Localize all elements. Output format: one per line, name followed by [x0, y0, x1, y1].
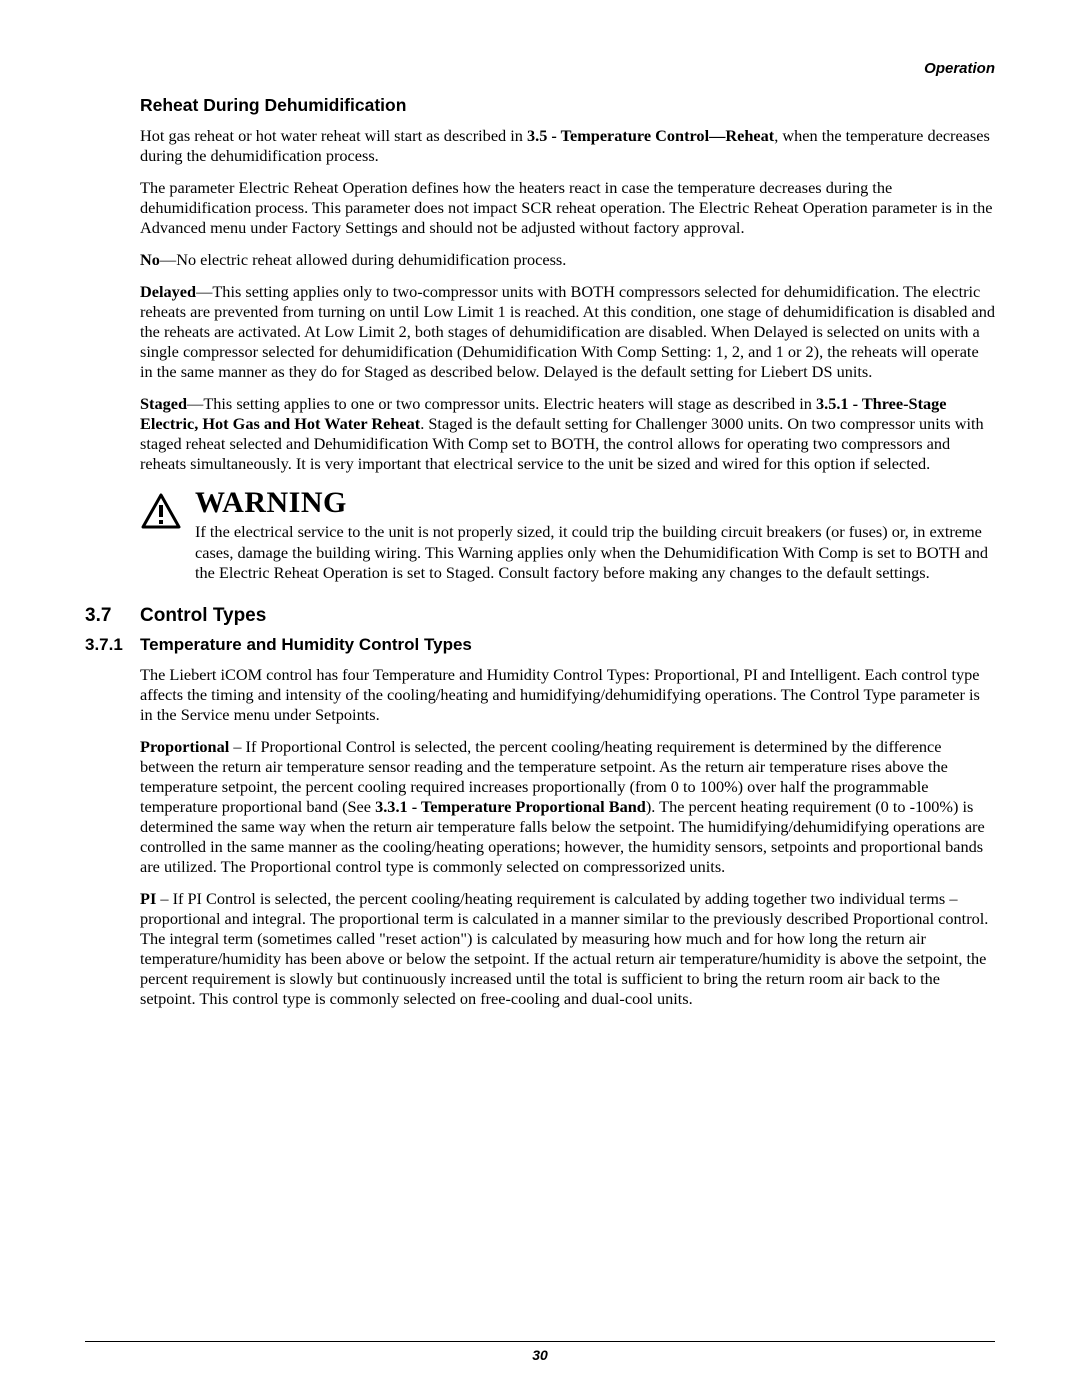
document-page: Operation Reheat During Dehumidification…	[0, 0, 1080, 1397]
option-label-pi: PI	[140, 889, 156, 908]
subsection-title: Temperature and Humidity Control Types	[140, 635, 472, 655]
warning-triangle-icon	[140, 492, 182, 530]
para-control-types-intro: The Liebert iCOM control has four Temper…	[140, 665, 995, 725]
running-head: Operation	[85, 60, 995, 77]
page-number: 30	[0, 1347, 1080, 1363]
option-label-proportional: Proportional	[140, 737, 229, 756]
para-hot-gas-reheat: Hot gas reheat or hot water reheat will …	[140, 126, 995, 166]
content-body: Reheat During Dehumidification Hot gas r…	[140, 95, 995, 583]
option-label-staged: Staged	[140, 394, 187, 413]
xref-3-3-1: 3.3.1 - Temperature Proportional Band	[375, 797, 646, 816]
text: —This setting applies only to two-compre…	[140, 282, 995, 381]
footer-rule	[85, 1341, 995, 1342]
para-pi: PI – If PI Control is selected, the perc…	[140, 889, 995, 1009]
content-body-2: The Liebert iCOM control has four Temper…	[140, 665, 995, 1010]
subsection-3-7-1: 3.7.1 Temperature and Humidity Control T…	[85, 635, 995, 655]
para-option-delayed: Delayed—This setting applies only to two…	[140, 282, 995, 382]
warning-text: WARNING If the electrical service to the…	[195, 486, 995, 582]
para-proportional: Proportional – If Proportional Control i…	[140, 737, 995, 877]
option-label-no: No	[140, 250, 160, 269]
para-electric-reheat-param: The parameter Electric Reheat Operation …	[140, 178, 995, 238]
para-option-staged: Staged—This setting applies to one or tw…	[140, 394, 995, 474]
section-title: Control Types	[140, 605, 266, 627]
section-number: 3.7	[85, 605, 140, 627]
text: —This setting applies to one or two comp…	[187, 394, 816, 413]
para-option-no: No—No electric reheat allowed during deh…	[140, 250, 995, 270]
xref-3-5: 3.5 - Temperature Control—Reheat	[527, 126, 774, 145]
warning-block: WARNING If the electrical service to the…	[140, 486, 995, 582]
option-label-delayed: Delayed	[140, 282, 196, 301]
section-3-7: 3.7 Control Types	[85, 605, 995, 627]
warning-icon-cell	[140, 486, 195, 582]
subsection-number: 3.7.1	[85, 635, 140, 655]
text: – If PI Control is selected, the percent…	[140, 889, 988, 1008]
heading-reheat-dehumid: Reheat During Dehumidification	[140, 95, 995, 116]
text: Hot gas reheat or hot water reheat will …	[140, 126, 527, 145]
warning-body: If the electrical service to the unit is…	[195, 522, 995, 582]
text: —No electric reheat allowed during dehum…	[160, 250, 566, 269]
warning-title: WARNING	[195, 486, 995, 520]
